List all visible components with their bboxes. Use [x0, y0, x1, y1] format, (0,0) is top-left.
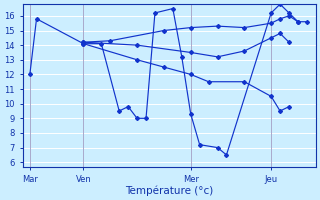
X-axis label: Température (°c): Température (°c): [125, 185, 214, 196]
